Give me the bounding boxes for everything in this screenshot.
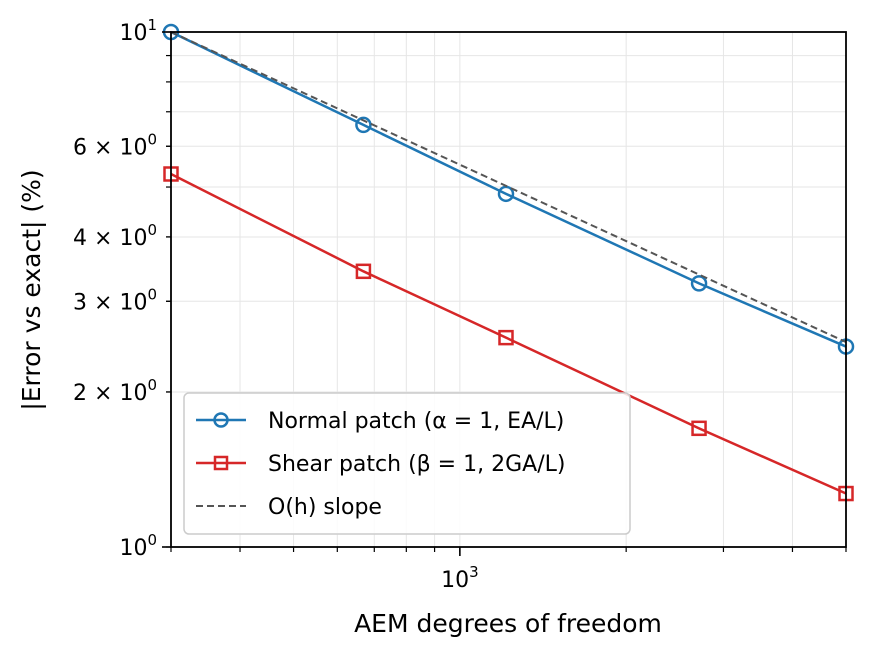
legend-label-shear: Shear patch (β = 1, 2GA/L)	[268, 452, 565, 477]
series-line-2	[170, 31, 847, 343]
data-point	[498, 329, 514, 346]
legend-swatch-shear-marker	[213, 455, 229, 471]
data-point	[690, 275, 708, 292]
legend-label-slope: O(h) slope	[268, 495, 382, 520]
legend: Normal patch (α = 1, EA/L) Shear patch (…	[183, 392, 631, 535]
y-axis-title: |Error vs exact| (%)	[17, 169, 46, 410]
y-tick-label: 3 × 100	[73, 285, 157, 315]
plot-frame	[170, 31, 847, 548]
legend-label-normal: Normal patch (α = 1, EA/L)	[268, 409, 564, 434]
series-line-1	[170, 172, 847, 495]
legend-swatch-normal-marker	[213, 412, 229, 428]
y-tick-label: 101	[119, 16, 157, 46]
data-point	[355, 263, 372, 280]
axes: 103 100 2 × 100 3 × 100 4 × 100 6 × 100 101	[73, 16, 847, 593]
data-point	[355, 116, 372, 134]
y-tick-label: 2 × 100	[73, 376, 157, 406]
y-tick-label: 6 × 100	[73, 130, 157, 160]
series-line-0	[170, 30, 847, 348]
data-point	[691, 420, 707, 437]
legend-frame	[183, 392, 631, 535]
series-layer	[162, 23, 855, 502]
y-tick-label: 4 × 100	[73, 221, 157, 251]
x-tick-label: 103	[441, 563, 479, 593]
x-axis-title: AEM degrees of freedom	[354, 609, 662, 638]
y-tick-label: 100	[119, 531, 157, 561]
